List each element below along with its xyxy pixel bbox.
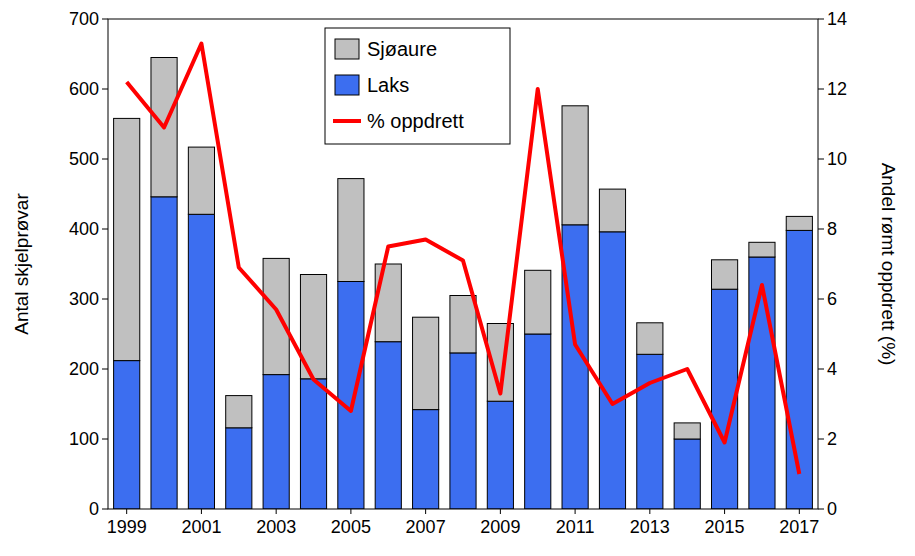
bar [263,258,289,374]
bar [114,118,140,360]
bar [226,428,252,509]
bar [188,147,214,214]
bar [300,379,326,509]
x-tick [724,509,725,514]
x-tick [276,509,277,514]
legend-label: Sjøaure [367,38,437,60]
y2-axis-title: Andel rømt oppdrett (%) [878,163,899,366]
x-tick [799,509,800,514]
bar [674,439,700,509]
x-tick-label: 2017 [779,517,819,537]
y2-tick-label: 4 [827,359,837,379]
x-tick-label: 2009 [480,517,520,537]
legend-label: % oppdrett [367,110,464,132]
y2-tick [818,229,824,230]
y-tick-label: 300 [69,289,99,309]
x-tick-label: 2011 [556,517,595,537]
y-tick-label: 0 [89,499,99,519]
y2-tick [818,159,824,160]
y2-tick [818,299,824,300]
y2-tick-label: 6 [827,289,837,309]
y-tick-label: 100 [69,429,99,449]
bar [114,361,140,509]
y2-tick [818,89,824,90]
bar [525,270,551,334]
x-tick [575,509,576,514]
y-tick [102,369,108,370]
x-tick-label: 2003 [256,517,296,537]
bar [375,264,401,342]
bar [712,260,738,289]
y-axis-title: Antal skjelprøvar [11,193,32,335]
bar [338,282,364,510]
x-tick [126,509,127,514]
bar [338,179,364,282]
x-tick [350,509,351,514]
y-tick [102,229,108,230]
x-tick [500,509,501,514]
chart: 0 100 200 300 400 500 600 700 0 2 4 6 8 10 12 14 1999 200… [0,0,915,556]
y-tick-label: 600 [69,79,99,99]
y-tick [102,19,108,20]
y-tick [102,89,108,90]
plot-data [114,44,813,510]
y-tick [102,299,108,300]
bar [599,232,625,509]
bar [562,225,588,509]
legend-box [325,28,510,144]
y2-tick [818,509,824,510]
bar [413,317,439,409]
legend-label: Laks [367,74,409,96]
y2-tick-label: 10 [827,149,847,169]
legend-swatch [335,75,359,95]
bar [226,396,252,428]
bar [450,296,476,353]
y-tick [102,159,108,160]
plot-frame [108,19,818,509]
x-tick-label: 1999 [107,517,147,537]
x-tick-label: 2013 [630,517,670,537]
y2-tick [818,439,824,440]
y2-tick-label: 0 [827,499,837,519]
legend: Sjøaure Laks % oppdrett [325,28,510,144]
legend-swatch [335,39,359,59]
bar [151,197,177,509]
y-tick [102,509,108,510]
y-tick-label: 400 [69,219,99,239]
y-tick-label: 500 [69,149,99,169]
y2-tick [818,369,824,370]
bar [786,216,812,230]
x-tick [201,509,202,514]
bar [525,334,551,509]
legend-swatch [333,119,361,123]
bar [263,375,289,509]
bar [749,242,775,257]
y-tick-label: 200 [69,359,99,379]
y2-tick-label: 14 [827,9,847,29]
x-tick-label: 2001 [181,517,221,537]
x-tick-label: 2007 [406,517,446,537]
y2-tick [818,19,824,20]
x-tick-label: 2015 [705,517,745,537]
bar [413,410,439,509]
y-tick-label: 700 [69,9,99,29]
x-tick [649,509,650,514]
bar [637,323,663,355]
y2-tick-label: 12 [827,79,847,99]
bar [450,353,476,509]
bar [375,342,401,509]
x-tick-label: 2005 [331,517,371,537]
x-tick [425,509,426,514]
bar [188,214,214,509]
bar [562,106,588,225]
bar [674,423,700,439]
y2-tick-label: 2 [827,429,837,449]
y-tick [102,439,108,440]
y2-tick-label: 8 [827,219,837,239]
bar [599,189,625,232]
bar [487,401,513,509]
